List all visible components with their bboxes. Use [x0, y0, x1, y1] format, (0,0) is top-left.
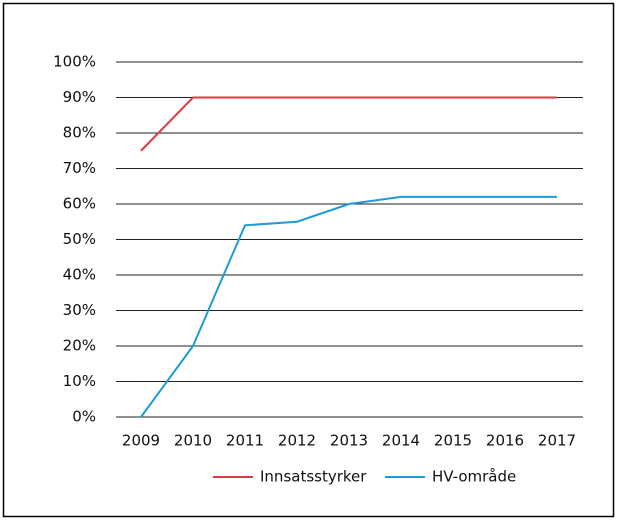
y-tick-label: 0%: [72, 408, 96, 426]
legend-label: HV-område: [432, 468, 516, 486]
series-line: [140, 195, 557, 418]
x-tick-label: 2014: [382, 432, 420, 450]
y-tick-label: 80%: [63, 124, 96, 142]
x-tick-label: 2013: [330, 432, 368, 450]
y-tick-label: 50%: [63, 230, 96, 248]
y-tick-label: 30%: [63, 301, 96, 319]
y-tick-label: 90%: [63, 88, 96, 106]
x-tick-label: 2009: [122, 432, 160, 450]
legend-label: Innsatsstyrker: [260, 468, 367, 486]
y-tick-label: 40%: [63, 266, 96, 284]
x-tick-label: 2015: [434, 432, 472, 450]
x-tick-label: 2016: [486, 432, 524, 450]
x-tick-label: 2011: [226, 432, 264, 450]
y-tick-label: 100%: [53, 53, 96, 71]
y-tick-label: 20%: [63, 337, 96, 355]
series-line: [140, 96, 557, 152]
y-tick-label: 70%: [63, 159, 96, 177]
x-tick-label: 2010: [174, 432, 212, 450]
x-tick-label: 2017: [538, 432, 576, 450]
y-tick-label: 60%: [63, 195, 96, 213]
y-tick-label: 10%: [63, 372, 96, 390]
x-tick-label: 2012: [278, 432, 316, 450]
